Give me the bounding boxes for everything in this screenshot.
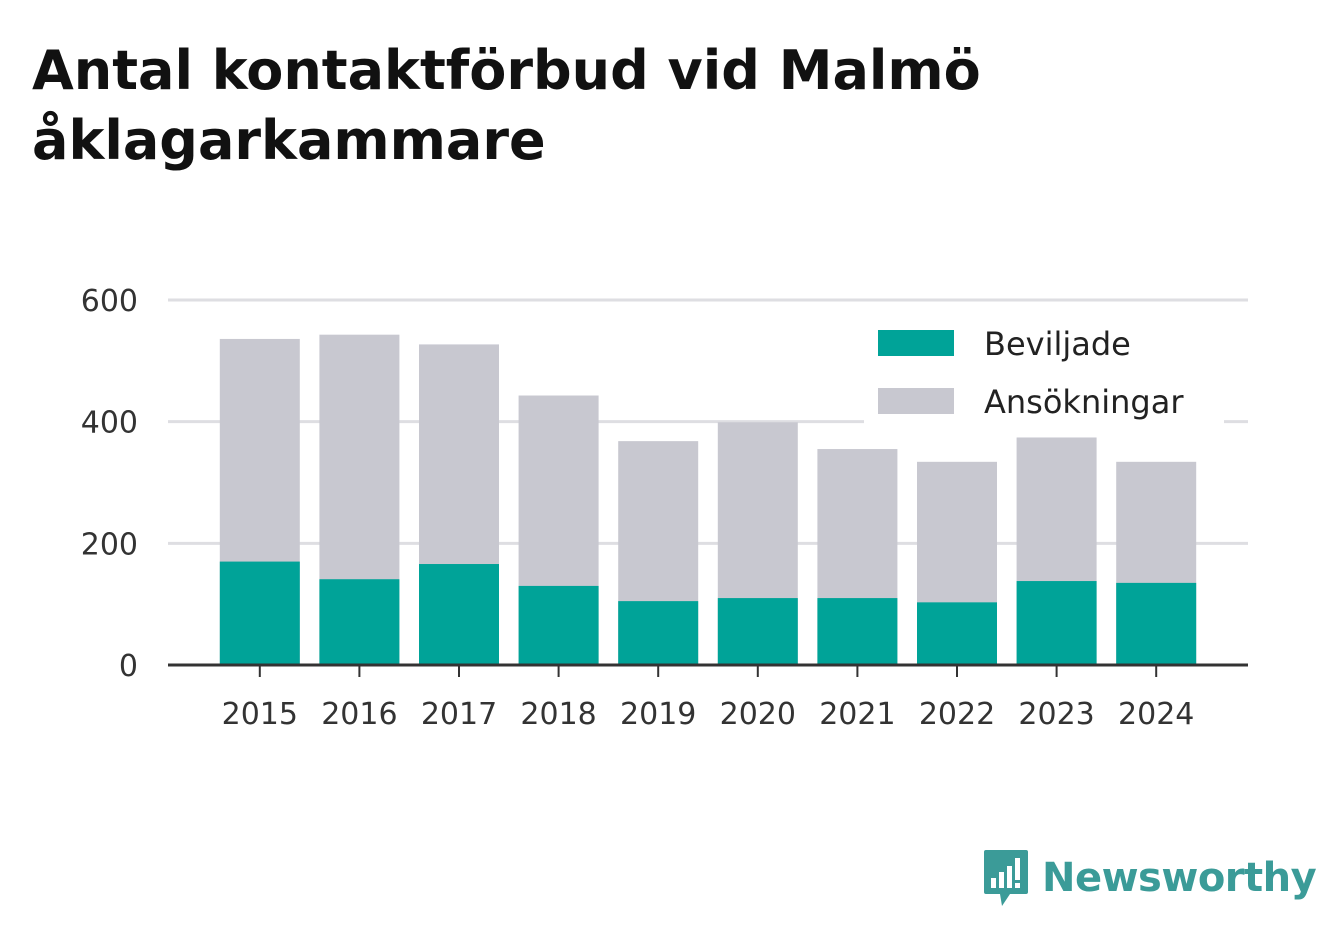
bar-beviljade-2024 — [1116, 582, 1197, 665]
x-tick-label-2015: 2015 — [222, 697, 298, 732]
bar-beviljade-2016 — [319, 579, 400, 665]
bar-beviljade-2019 — [618, 601, 699, 665]
page-title: Antal kontaktförbud vid Malmö åklagarkam… — [32, 39, 981, 172]
y-tick-label-600: 600 — [81, 284, 138, 319]
x-axis — [168, 663, 1248, 677]
x-tick-label-2020: 2020 — [720, 697, 796, 732]
brand-logo: Newsworthy — [982, 846, 1317, 910]
x-tick-label-2022: 2022 — [919, 697, 995, 732]
x-tick-label-2023: 2023 — [1018, 697, 1094, 732]
x-tick-label-2021: 2021 — [819, 697, 895, 732]
y-tick-label-400: 400 — [81, 406, 138, 441]
bar-beviljade-2021 — [817, 598, 898, 665]
newsworthy-logo-icon — [984, 850, 1028, 906]
x-tick-label-2024: 2024 — [1118, 697, 1194, 732]
x-tick-label-2016: 2016 — [321, 697, 397, 732]
beviljade-bars — [219, 561, 1197, 665]
bar-beviljade-2015 — [219, 561, 300, 665]
bar-beviljade-2018 — [518, 585, 599, 665]
legend-swatch-beviljade — [878, 330, 954, 356]
legend-swatch-ansokningar — [878, 388, 954, 414]
x-tick-label-2018: 2018 — [520, 697, 596, 732]
x-tick-label-2019: 2019 — [620, 697, 696, 732]
bar-beviljade-2020 — [717, 598, 798, 665]
bar-beviljade-2023 — [1016, 581, 1097, 665]
x-axis-tick-labels: 2015 2016 2017 2018 2019 2020 2021 2022 2023 2024 — [222, 697, 1195, 732]
y-axis-tick-labels: 0 200 400 600 — [81, 284, 138, 684]
legend-label-ansokningar: Ansökningar — [984, 383, 1184, 421]
bar-beviljade-2017 — [419, 564, 499, 665]
legend-label-beviljade: Beviljade — [984, 325, 1131, 363]
legend: Beviljade Ansökningar — [864, 318, 1224, 424]
bar-beviljade-2022 — [917, 602, 997, 665]
y-tick-label-0: 0 — [119, 649, 138, 684]
y-tick-label-200: 200 — [81, 527, 138, 562]
x-tick-label-2017: 2017 — [421, 697, 497, 732]
brand-name: Newsworthy — [1042, 855, 1317, 901]
